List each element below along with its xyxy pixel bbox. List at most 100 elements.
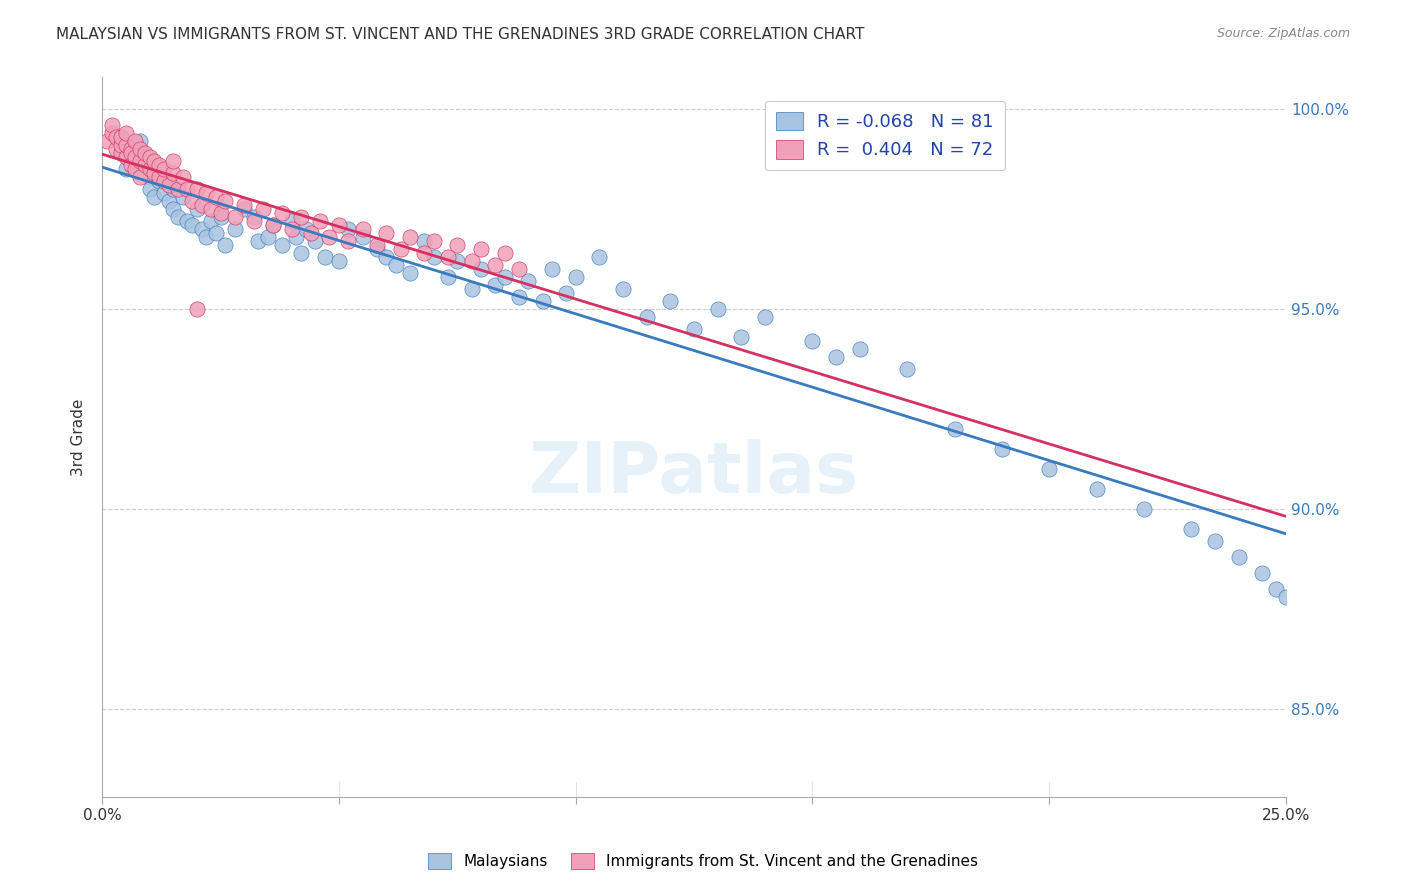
Point [181, 219, 204, 233]
Point [636, 310, 658, 325]
Point [271, 238, 294, 252]
Point [176, 214, 198, 228]
Point [517, 274, 540, 288]
Point [262, 219, 284, 233]
Point [134, 146, 156, 161]
Point [209, 211, 232, 225]
Point [124, 162, 146, 177]
Point [172, 170, 194, 185]
Point [242, 214, 264, 228]
Point [422, 234, 444, 248]
Point [413, 246, 436, 260]
Point [309, 214, 332, 228]
Point [190, 222, 212, 236]
Point [508, 290, 530, 304]
Point [129, 142, 152, 156]
Point [1265, 582, 1288, 596]
Point [134, 158, 156, 172]
Point [484, 278, 506, 293]
Point [437, 270, 460, 285]
Point [143, 154, 166, 169]
Point [172, 190, 194, 204]
Point [190, 198, 212, 212]
Point [224, 222, 246, 236]
Point [531, 294, 554, 309]
Point [110, 138, 132, 153]
Point [399, 230, 422, 244]
Point [384, 258, 406, 272]
Point [484, 258, 506, 272]
Point [1227, 549, 1250, 564]
Point [233, 202, 256, 217]
Point [612, 282, 634, 296]
Point [162, 166, 184, 180]
Point [683, 322, 706, 336]
Point [115, 127, 138, 141]
Point [446, 238, 468, 252]
Point [138, 182, 160, 196]
Point [304, 234, 326, 248]
Point [181, 194, 204, 209]
Point [541, 262, 564, 277]
Legend: Malaysians, Immigrants from St. Vincent and the Grenadines: Malaysians, Immigrants from St. Vincent … [422, 847, 984, 875]
Point [157, 194, 180, 209]
Point [295, 222, 318, 236]
Point [337, 234, 360, 248]
Point [176, 182, 198, 196]
Point [508, 262, 530, 277]
Point [1085, 482, 1108, 496]
Point [205, 227, 228, 241]
Text: ZIPatlas: ZIPatlas [529, 439, 859, 508]
Point [120, 146, 142, 161]
Point [460, 254, 482, 268]
Point [205, 190, 228, 204]
Point [167, 182, 190, 196]
Point [588, 250, 610, 264]
Point [801, 334, 824, 348]
Point [186, 202, 208, 217]
Point [366, 238, 388, 252]
Point [209, 206, 232, 220]
Point [271, 206, 294, 220]
Point [280, 214, 302, 228]
Point [138, 150, 160, 164]
Point [186, 182, 208, 196]
Point [494, 246, 516, 260]
Point [167, 211, 190, 225]
Point [124, 142, 146, 156]
Point [446, 254, 468, 268]
Point [470, 242, 492, 256]
Text: Source: ZipAtlas.com: Source: ZipAtlas.com [1216, 27, 1350, 40]
Point [124, 134, 146, 148]
Point [290, 211, 312, 225]
Point [299, 227, 322, 241]
Point [195, 186, 218, 201]
Point [1133, 502, 1156, 516]
Point [437, 250, 460, 264]
Point [413, 234, 436, 248]
Point [1038, 462, 1060, 476]
Point [110, 130, 132, 145]
Point [422, 250, 444, 264]
Point [1204, 533, 1226, 548]
Point [252, 202, 274, 217]
Point [138, 162, 160, 177]
Point [470, 262, 492, 277]
Point [280, 222, 302, 236]
Point [120, 142, 142, 156]
Point [290, 246, 312, 260]
Point [162, 202, 184, 217]
Point [257, 230, 280, 244]
Point [120, 158, 142, 172]
Legend: R = -0.068   N = 81, R =  0.404   N = 72: R = -0.068 N = 81, R = 0.404 N = 72 [765, 101, 1005, 170]
Point [129, 134, 152, 148]
Point [195, 230, 218, 244]
Point [129, 170, 152, 185]
Point [100, 119, 122, 133]
Point [115, 162, 138, 177]
Point [129, 154, 152, 169]
Point [896, 362, 918, 376]
Point [706, 302, 728, 317]
Point [314, 250, 336, 264]
Point [200, 202, 222, 217]
